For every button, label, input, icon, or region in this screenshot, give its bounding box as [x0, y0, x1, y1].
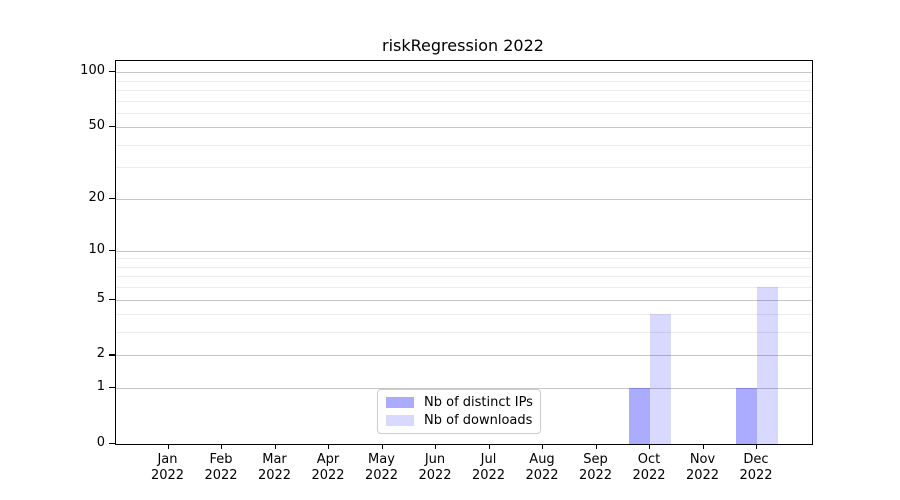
y-tick-mark-2 [109, 354, 115, 356]
y-tick-label-50: 50 [88, 118, 105, 134]
y-tick-label-20: 20 [88, 189, 105, 205]
x-tick-label-feb: Feb 2022 [204, 452, 238, 483]
minor-gridline-30 [116, 167, 812, 169]
legend-item-downloads: Nb of downloads [386, 413, 532, 428]
x-tick-mark-1 [167, 444, 169, 449]
x-tick-mark-5 [381, 444, 383, 449]
y-tick-mark-1 [109, 387, 115, 389]
x-tick-label-jul: Jul 2022 [471, 452, 506, 483]
plot-area [115, 60, 813, 445]
minor-gridline-70 [116, 100, 812, 102]
x-tick-mark-11 [702, 444, 704, 449]
x-tick-label-jan: Jan 2022 [150, 452, 185, 483]
x-tick-mark-3 [274, 444, 276, 449]
x-tick-label-apr: Apr 2022 [311, 452, 345, 483]
major-gridline-100 [116, 72, 812, 74]
x-tick-label-oct: Oct 2022 [632, 452, 666, 483]
y-tick-label-2: 2 [96, 346, 105, 362]
minor-gridline-8 [116, 266, 812, 268]
minor-gridline-3 [116, 332, 812, 334]
x-tick-mark-12 [756, 444, 758, 449]
y-tick-mark-5 [109, 298, 115, 300]
x-tick-label-aug: Aug 2022 [525, 452, 559, 483]
x-tick-mark-10 [649, 444, 651, 449]
x-tick-label-mar: Mar 2022 [257, 452, 292, 483]
x-tick-mark-4 [328, 444, 330, 449]
x-tick-mark-6 [435, 444, 437, 449]
minor-gridline-6 [116, 287, 812, 289]
minor-gridline-40 [116, 144, 812, 146]
minor-gridline-80 [116, 89, 812, 91]
y-tick-mark-20 [109, 197, 115, 199]
x-tick-label-may: May 2022 [364, 452, 399, 483]
major-gridline-20 [116, 198, 812, 200]
minor-gridline-7 [116, 276, 812, 278]
legend: Nb of distinct IPs Nb of downloads [377, 389, 541, 434]
bar-downloads-dec-2022 [757, 287, 778, 444]
major-gridline-5 [116, 299, 812, 301]
x-tick-label-sep: Sep 2022 [578, 452, 613, 483]
legend-swatch-distinct-ips-icon [386, 397, 414, 408]
legend-label-distinct-ips: Nb of distinct IPs [424, 395, 533, 410]
legend-label-downloads: Nb of downloads [424, 413, 533, 428]
x-tick-label-nov: Nov 2022 [685, 452, 720, 483]
minor-gridline-9 [116, 258, 812, 260]
y-tick-mark-10 [109, 249, 115, 251]
minor-gridline-4 [116, 314, 812, 316]
legend-item-distinct-ips: Nb of distinct IPs [386, 395, 533, 410]
x-tick-mark-8 [542, 444, 544, 449]
legend-swatch-downloads-icon [386, 415, 414, 426]
bar-distinct-ips-oct-2022 [629, 388, 650, 444]
bar-distinct-ips-dec-2022 [736, 388, 757, 444]
minor-gridline-90 [116, 80, 812, 82]
x-tick-label-dec: Dec 2022 [739, 452, 773, 483]
x-tick-mark-9 [595, 444, 597, 449]
y-tick-label-100: 100 [80, 63, 105, 79]
major-gridline-1 [116, 388, 812, 390]
major-gridline-2 [116, 355, 812, 357]
y-tick-label-0: 0 [96, 435, 105, 450]
x-tick-mark-2 [221, 444, 223, 449]
bar-downloads-oct-2022 [650, 314, 671, 444]
minor-gridline-60 [116, 112, 812, 114]
x-tick-mark-7 [488, 444, 490, 449]
y-tick-mark-0 [109, 443, 115, 445]
y-tick-label-1: 1 [96, 379, 105, 395]
y-tick-mark-100 [109, 71, 115, 73]
major-gridline-50 [116, 127, 812, 129]
x-tick-label-jun: Jun 2022 [418, 452, 452, 483]
major-gridline-10 [116, 250, 812, 252]
y-tick-label-5: 5 [96, 290, 105, 306]
chart-title: riskRegression 2022 [382, 36, 544, 55]
y-tick-mark-50 [109, 126, 115, 128]
y-tick-label-10: 10 [88, 241, 105, 257]
